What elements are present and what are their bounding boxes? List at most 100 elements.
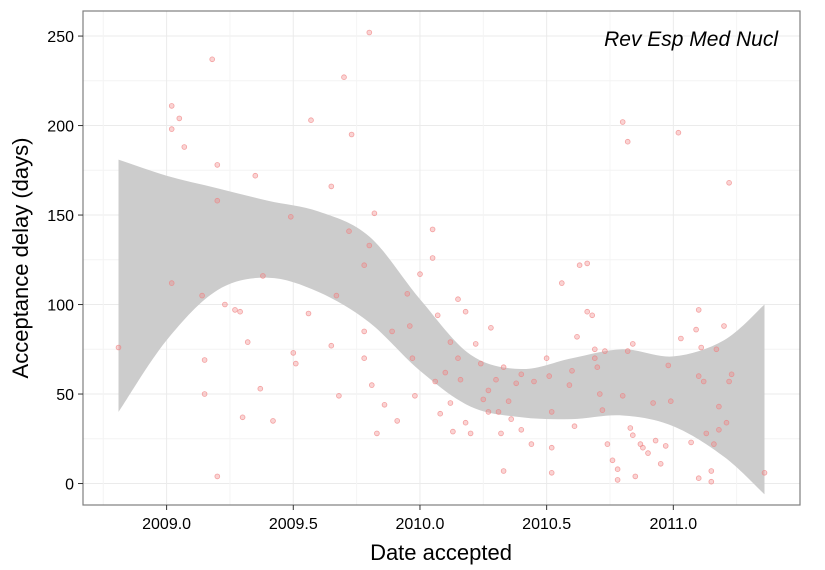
data-point [667, 398, 674, 405]
data-point [599, 407, 606, 413]
data-point [389, 328, 395, 335]
data-point [703, 430, 710, 437]
data-point [543, 355, 550, 362]
data-point [432, 378, 439, 385]
panel-border [82, 10, 801, 506]
data-point [632, 473, 639, 480]
data-point [678, 335, 684, 342]
data-point [308, 117, 314, 123]
data-point [650, 400, 656, 406]
data-point [429, 255, 436, 261]
data-point [328, 342, 335, 349]
data-point [168, 126, 175, 132]
data-point [675, 129, 682, 136]
data-point [558, 280, 565, 286]
data-point [713, 346, 720, 353]
data-point [252, 172, 259, 179]
journal-annotation: Rev Esp Med Nucl [604, 28, 779, 51]
data-point [614, 477, 621, 483]
data-point [569, 367, 575, 374]
data-point [495, 409, 502, 415]
data-point [488, 324, 494, 331]
data-point [346, 228, 352, 235]
data-point [508, 416, 515, 422]
data-point [716, 403, 722, 410]
data-point [708, 468, 715, 474]
data-point [237, 308, 243, 315]
data-point [328, 183, 335, 190]
data-point [404, 290, 411, 297]
data-point [726, 180, 732, 186]
data-point [505, 398, 512, 405]
data-point [176, 115, 183, 122]
data-point [657, 460, 664, 467]
data-point [574, 333, 580, 340]
data-point [201, 391, 208, 397]
data-point [168, 103, 175, 109]
data-point [472, 341, 479, 347]
data-point [619, 392, 626, 399]
data-point [596, 391, 603, 397]
data-points [115, 29, 768, 485]
data-point [232, 307, 238, 313]
data-point [485, 409, 492, 415]
data-point [721, 323, 727, 329]
data-point [695, 307, 702, 313]
x-axis-title: Date accepted [370, 540, 512, 565]
x-tick-label: 2010.0 [395, 516, 444, 533]
data-point [239, 414, 246, 421]
y-tick-label: 250 [47, 29, 74, 46]
data-point [711, 441, 717, 447]
data-point [665, 362, 672, 369]
x-tick-label: 2011.0 [649, 516, 697, 533]
data-point [457, 376, 464, 383]
data-point [287, 214, 294, 220]
data-point [716, 426, 722, 433]
confidence-band [118, 159, 765, 495]
data-point [417, 271, 423, 277]
data-point [548, 409, 555, 415]
data-point [548, 469, 555, 476]
data-point [531, 378, 537, 385]
data-point [594, 364, 601, 371]
data-point [629, 341, 636, 347]
data-point [412, 392, 418, 399]
data-point [571, 423, 578, 430]
data-point [442, 369, 449, 376]
data-point [336, 392, 342, 399]
y-axis-title: Acceptance delay (days) [8, 138, 33, 379]
data-point [406, 323, 413, 329]
data-point [450, 428, 456, 435]
data-point [566, 382, 573, 388]
data-point [447, 339, 454, 345]
data-point [467, 430, 474, 437]
data-point [374, 430, 380, 437]
data-point [434, 312, 441, 319]
data-point [371, 210, 378, 217]
data-point [480, 396, 487, 403]
data-point [455, 355, 461, 362]
data-point [201, 357, 208, 363]
data-point [728, 371, 735, 378]
x-tick-label: 2009.5 [269, 516, 318, 533]
data-point [270, 418, 276, 424]
data-point [447, 400, 454, 406]
data-point [498, 430, 504, 437]
data-point [222, 301, 228, 308]
data-point [698, 344, 704, 351]
x-tick-label: 2010.5 [522, 516, 571, 533]
data-point [214, 473, 221, 480]
data-point [513, 380, 519, 387]
data-point [723, 419, 730, 426]
data-point [437, 410, 444, 417]
data-point [761, 469, 768, 476]
data-point [640, 444, 646, 451]
data-point [257, 385, 264, 392]
y-tick-label: 50 [56, 387, 74, 404]
data-point [726, 378, 732, 385]
data-point [366, 29, 373, 36]
data-point [290, 350, 297, 356]
data-point [624, 138, 631, 145]
data-point [181, 144, 188, 150]
data-point [485, 387, 492, 394]
